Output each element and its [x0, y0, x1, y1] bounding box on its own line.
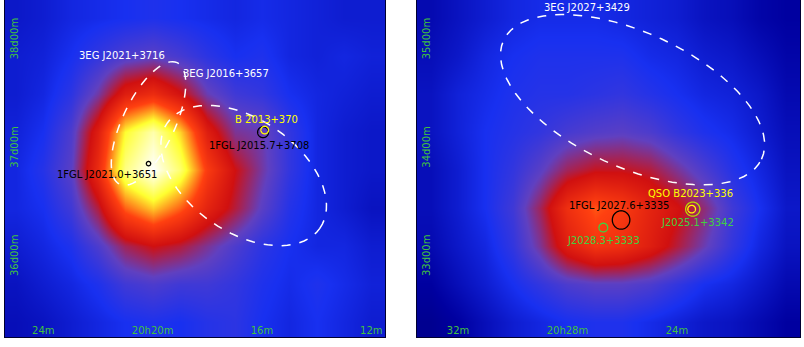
svg-text:24m: 24m [666, 325, 688, 336]
svg-text:3EG J2021+3716: 3EG J2021+3716 [79, 50, 165, 61]
svg-text:37d00m: 37d00m [9, 126, 20, 168]
svg-text:B 2013+370: B 2013+370 [235, 114, 298, 125]
svg-text:32m: 32m [447, 325, 469, 336]
svg-text:J2025.1+3342: J2025.1+3342 [661, 217, 734, 228]
svg-text:12m: 12m [360, 325, 382, 336]
svg-text:33d00m: 33d00m [421, 235, 432, 277]
svg-text:1FGL J2027.6+3335: 1FGL J2027.6+3335 [569, 200, 669, 211]
svg-text:35d00m: 35d00m [421, 18, 432, 60]
svg-text:20h20m: 20h20m [132, 325, 174, 336]
svg-text:36d00m: 36d00m [9, 235, 20, 277]
svg-text:QSO B2023+336: QSO B2023+336 [648, 188, 733, 199]
svg-text:38d00m: 38d00m [9, 18, 20, 60]
svg-text:20h28m: 20h28m [547, 325, 589, 336]
svg-text:1FGL J2015.7+3708: 1FGL J2015.7+3708 [209, 140, 309, 151]
svg-text:1FGL J2021.0+3651: 1FGL J2021.0+3651 [57, 169, 157, 180]
svg-text:16m: 16m [251, 325, 273, 336]
svg-text:3EG J2027+3429: 3EG J2027+3429 [544, 2, 630, 13]
svg-text:34d00m: 34d00m [421, 126, 432, 168]
svg-text:J2028.3+3333: J2028.3+3333 [567, 235, 640, 246]
svg-text:3EG J2016+3657: 3EG J2016+3657 [183, 68, 269, 79]
svg-text:24m: 24m [32, 325, 54, 336]
